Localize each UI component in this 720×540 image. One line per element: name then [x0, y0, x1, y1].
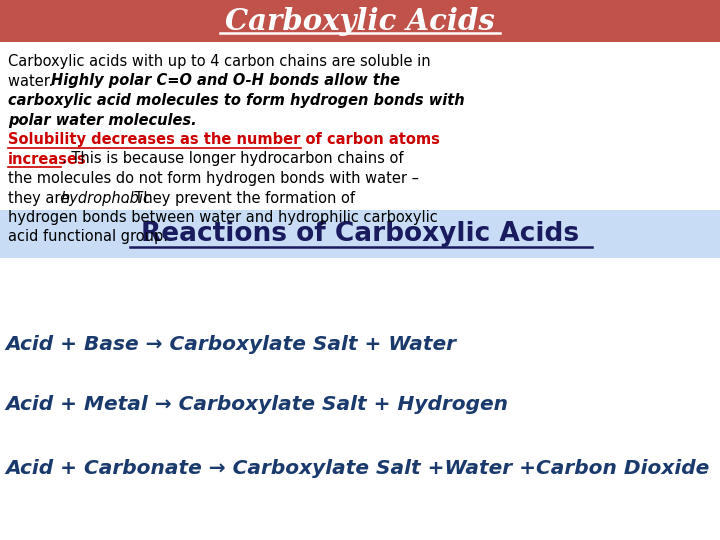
Bar: [0, 258, 720, 540]
Text: Reactions of Carboxylic Acids: Reactions of Carboxylic Acids: [141, 221, 579, 247]
Text: . This is because longer hydrocarbon chains of: . This is because longer hydrocarbon cha…: [62, 152, 403, 166]
Text: hydrogen bonds between water and hydrophilic carboxylic: hydrogen bonds between water and hydroph…: [8, 210, 438, 225]
Text: Acid + Metal → Carboxylate Salt + Hydrogen: Acid + Metal → Carboxylate Salt + Hydrog…: [5, 395, 508, 415]
Text: carboxylic acid molecules to form hydrogen bonds with: carboxylic acid molecules to form hydrog…: [8, 93, 464, 108]
Text: polar water molecules.: polar water molecules.: [8, 112, 197, 127]
Text: the molecules do not form hydrogen bonds with water –: the molecules do not form hydrogen bonds…: [8, 171, 419, 186]
Text: Acid + Base → Carboxylate Salt + Water: Acid + Base → Carboxylate Salt + Water: [5, 335, 456, 354]
Bar: [0, 0, 720, 42]
Text: . They prevent the formation of: . They prevent the formation of: [125, 191, 355, 206]
Text: water.: water.: [8, 73, 58, 89]
Text: Highly polar C=O and O-H bonds allow the: Highly polar C=O and O-H bonds allow the: [51, 73, 400, 89]
Text: they are: they are: [8, 191, 73, 206]
Bar: [0, 210, 720, 258]
Text: hydrophobic: hydrophobic: [60, 191, 152, 206]
Text: Acid + Carbonate → Carboxylate Salt +Water +Carbon Dioxide: Acid + Carbonate → Carboxylate Salt +Wat…: [5, 458, 709, 477]
Text: acid functional group.: acid functional group.: [8, 230, 168, 245]
Text: Solubility decreases as the number of carbon atoms: Solubility decreases as the number of ca…: [8, 132, 440, 147]
Text: Carboxylic acids with up to 4 carbon chains are soluble in: Carboxylic acids with up to 4 carbon cha…: [8, 54, 431, 69]
Text: increases: increases: [8, 152, 86, 166]
Text: Carboxylic Acids: Carboxylic Acids: [225, 6, 495, 36]
